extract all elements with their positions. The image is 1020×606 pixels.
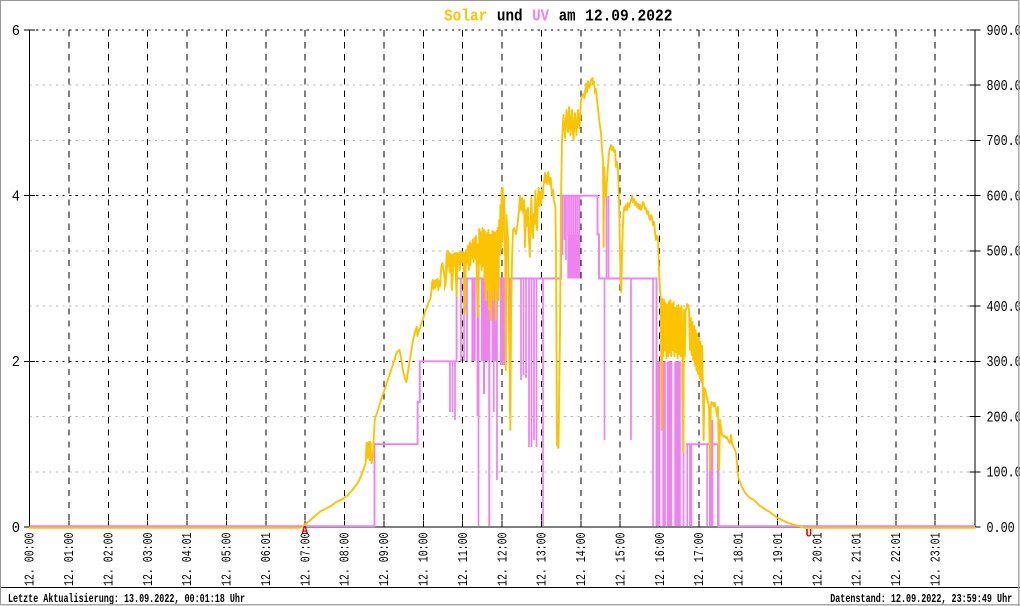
svg-text:12. 16:00: 12. 16:00 (654, 533, 669, 587)
svg-text:12. 06:01: 12. 06:01 (260, 533, 275, 587)
svg-text:12. 22:01: 12. 22:01 (890, 533, 905, 587)
svg-text:am: am (559, 8, 576, 27)
svg-text:UV: UV (532, 8, 549, 27)
svg-text:12. 11:00: 12. 11:00 (457, 533, 472, 587)
svg-text:und: und (497, 8, 523, 27)
svg-text:400.0: 400.0 (987, 300, 1020, 316)
svg-text:500.0: 500.0 (987, 245, 1020, 261)
svg-text:A: A (302, 526, 309, 538)
svg-text:12. 02:00: 12. 02:00 (103, 533, 118, 587)
svg-text:200.0: 200.0 (987, 410, 1020, 426)
svg-text:Datenstand: 12.09.2022, 23:59:: Datenstand: 12.09.2022, 23:59:49 Uhr (830, 592, 1012, 606)
svg-text:12. 08:00: 12. 08:00 (339, 533, 354, 587)
svg-text:Letzte Aktualisierung: 13.09.2: Letzte Aktualisierung: 13.09.2022, 00:01… (8, 592, 245, 606)
svg-text:12. 21:01: 12. 21:01 (851, 533, 866, 587)
svg-text:12. 00:00: 12. 00:00 (24, 533, 39, 587)
svg-text:2: 2 (12, 355, 20, 371)
svg-text:12. 05:00: 12. 05:00 (221, 533, 236, 587)
svg-text:12. 23:01: 12. 23:01 (929, 533, 944, 587)
svg-text:12. 09:00: 12. 09:00 (378, 533, 393, 587)
svg-text:12. 17:00: 12. 17:00 (693, 533, 708, 587)
svg-text:6: 6 (12, 24, 20, 40)
svg-text:100.0: 100.0 (987, 466, 1020, 482)
svg-text:12. 18:01: 12. 18:01 (733, 533, 748, 587)
svg-text:12. 01:00: 12. 01:00 (63, 533, 78, 587)
svg-text:12. 20:01: 12. 20:01 (811, 533, 826, 587)
svg-text:900.0: 900.0 (987, 24, 1020, 40)
svg-text:0.00: 0.00 (987, 521, 1015, 537)
svg-text:800.0: 800.0 (987, 79, 1020, 95)
svg-text:12. 03:00: 12. 03:00 (142, 533, 157, 587)
svg-text:600.0: 600.0 (987, 190, 1020, 206)
svg-text:0: 0 (12, 521, 20, 537)
svg-text:300.0: 300.0 (987, 355, 1020, 371)
svg-text:Solar: Solar (444, 8, 487, 27)
svg-text:12. 10:00: 12. 10:00 (418, 533, 433, 587)
svg-text:4: 4 (12, 190, 20, 206)
svg-text:12. 12:00: 12. 12:00 (496, 533, 511, 587)
svg-text:12. 07:00: 12. 07:00 (299, 533, 314, 587)
svg-text:12. 04:01: 12. 04:01 (181, 533, 196, 587)
svg-text:12. 19:01: 12. 19:01 (772, 533, 787, 587)
svg-text:12. 13:00: 12. 13:00 (536, 533, 551, 587)
svg-text:12.09.2022: 12.09.2022 (585, 8, 672, 27)
svg-text:12. 15:00: 12. 15:00 (614, 533, 629, 587)
svg-text:12. 14:00: 12. 14:00 (575, 533, 590, 587)
svg-text:700.0: 700.0 (987, 134, 1020, 150)
svg-text:U: U (806, 529, 813, 541)
